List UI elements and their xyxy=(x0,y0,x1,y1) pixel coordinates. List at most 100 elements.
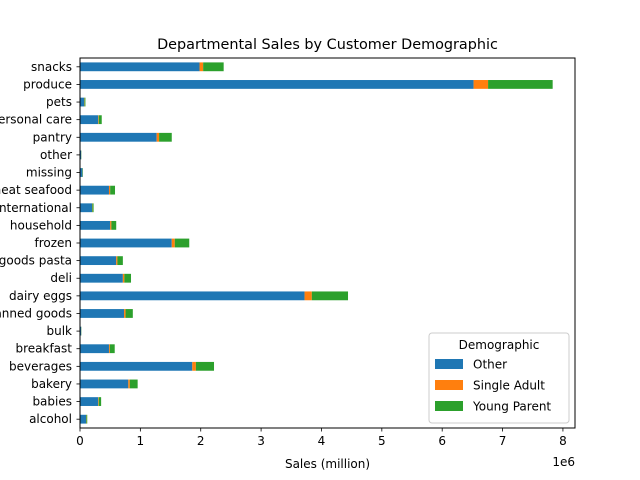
bar-babies-young-parent xyxy=(98,397,102,406)
bar-produce-other xyxy=(80,80,474,89)
legend-title: Demographic xyxy=(459,338,540,352)
bar-pets-other xyxy=(80,97,85,107)
y-tick-label: household xyxy=(10,218,72,232)
x-axis-title: Sales (million) xyxy=(285,457,370,471)
bar-household-young-parent xyxy=(111,220,117,230)
bar-pantry-single-adult xyxy=(156,132,160,142)
y-tick-label: dry goods pasta xyxy=(0,254,72,268)
y-tick-label: international xyxy=(0,201,72,215)
bar-beverages-young-parent xyxy=(195,361,215,371)
y-tick-label: beverages xyxy=(9,359,72,373)
bar-babies-single-adult xyxy=(98,397,99,406)
bar-pantry-other xyxy=(80,132,157,142)
y-tick-label: produce xyxy=(23,77,72,91)
y-tick-label: frozen xyxy=(34,236,72,250)
x-tick-label: 8 xyxy=(559,434,567,448)
bar-pantry-young-parent xyxy=(159,132,172,142)
bar-deli-single-adult xyxy=(122,273,125,283)
bar-meat-seafood-single-adult xyxy=(108,185,111,195)
y-tick-label: missing xyxy=(26,166,72,180)
x-tick-label: 5 xyxy=(378,434,386,448)
x-tick-label: 2 xyxy=(197,434,205,448)
bar-dairy-eggs-single-adult xyxy=(304,291,312,301)
y-tick-label: other xyxy=(40,148,72,162)
y-tick-label: alcohol xyxy=(29,412,72,426)
legend-swatch xyxy=(435,401,463,411)
y-tick-label: dairy eggs xyxy=(9,289,72,303)
bar-missing-other xyxy=(80,168,83,177)
bar-international-other xyxy=(80,203,93,213)
bar-beverages-single-adult xyxy=(192,361,196,371)
bar-personal-care-single-adult xyxy=(98,115,99,125)
bar-breakfast-single-adult xyxy=(108,344,110,354)
legend-swatch xyxy=(435,359,463,369)
bar-deli-young-parent xyxy=(124,273,132,283)
y-axis: alcohol babies bakery beverages breakfast bul… xyxy=(0,60,80,426)
legend-label: Other xyxy=(473,358,507,372)
bar-household-other xyxy=(80,220,111,230)
y-tick-label: breakfast xyxy=(15,342,72,356)
x-axis: 0 1 2 3 4 5 6 7 8 xyxy=(76,428,567,448)
bar-dairy-eggs-other xyxy=(80,291,305,301)
y-tick-label: babies xyxy=(32,395,72,409)
chart-title: Departmental Sales by Customer Demograph… xyxy=(157,37,498,53)
bar-produce-single-adult xyxy=(473,80,489,89)
legend-label: Young Parent xyxy=(472,400,551,414)
legend-box xyxy=(428,332,570,424)
y-tick-label: personal care xyxy=(0,113,72,127)
y-tick-label: pets xyxy=(46,95,72,109)
y-tick-label: canned goods xyxy=(0,306,72,320)
bar-frozen-single-adult xyxy=(171,238,175,248)
bar-produce-young-parent xyxy=(488,80,553,89)
bar-snacks-single-adult xyxy=(199,62,204,72)
bar-dry-goods-pasta-other xyxy=(80,256,117,266)
bar-canned-goods-single-adult xyxy=(124,309,126,318)
bar-breakfast-young-parent xyxy=(109,344,115,354)
bar-snacks-other xyxy=(80,62,200,72)
bar-dry-goods-pasta-young-parent xyxy=(117,256,123,266)
x-tick-label: 6 xyxy=(438,434,446,448)
bar-dairy-eggs-young-parent xyxy=(311,291,349,301)
legend: Demographic Other Single Adult Young Parent xyxy=(428,332,570,424)
x-tick-label: 7 xyxy=(499,434,507,448)
bar-beverages-other xyxy=(80,361,193,371)
y-tick-label: snacks xyxy=(31,60,72,74)
bar-personal-care-young-parent xyxy=(98,115,102,125)
bar-other-other xyxy=(80,150,82,160)
bar-frozen-young-parent xyxy=(174,238,190,248)
y-tick-label: meat seafood xyxy=(0,183,72,197)
bar-snacks-young-parent xyxy=(203,62,224,72)
bar-alcohol-other xyxy=(80,414,87,424)
x-tick-label: 0 xyxy=(76,434,84,448)
legend-label: Single Adult xyxy=(473,379,545,393)
bar-deli-other xyxy=(80,273,123,283)
bar-meat-seafood-other xyxy=(80,185,109,195)
bar-dry-goods-pasta-single-adult xyxy=(116,256,118,266)
y-tick-label: bakery xyxy=(31,377,72,391)
y-tick-label: pantry xyxy=(33,130,72,144)
bar-breakfast-other xyxy=(80,344,109,354)
bar-meat-seafood-young-parent xyxy=(110,185,116,195)
y-tick-label: deli xyxy=(50,271,72,285)
bar-alcohol-young-parent xyxy=(86,414,88,424)
x-axis-offset-label: 1e6 xyxy=(552,455,575,469)
y-tick-label: bulk xyxy=(46,324,72,338)
bar-bakery-single-adult xyxy=(128,379,130,389)
bar-bakery-young-parent xyxy=(129,379,138,389)
legend-swatch xyxy=(435,380,463,390)
x-tick-label: 3 xyxy=(257,434,265,448)
bar-babies-other xyxy=(80,397,99,406)
bar-household-single-adult xyxy=(110,220,112,230)
bars-layer xyxy=(80,62,553,424)
bar-canned-goods-young-parent xyxy=(125,309,133,318)
bar-personal-care-other xyxy=(80,115,99,125)
bar-pets-young-parent xyxy=(84,97,86,107)
bar-bulk-other xyxy=(80,326,82,336)
bar-bakery-other xyxy=(80,379,129,389)
bar-canned-goods-other xyxy=(80,309,125,318)
x-tick-label: 1 xyxy=(137,434,145,448)
x-tick-label: 4 xyxy=(318,434,326,448)
bar-frozen-other xyxy=(80,238,172,248)
bar-international-young-parent xyxy=(92,203,94,213)
